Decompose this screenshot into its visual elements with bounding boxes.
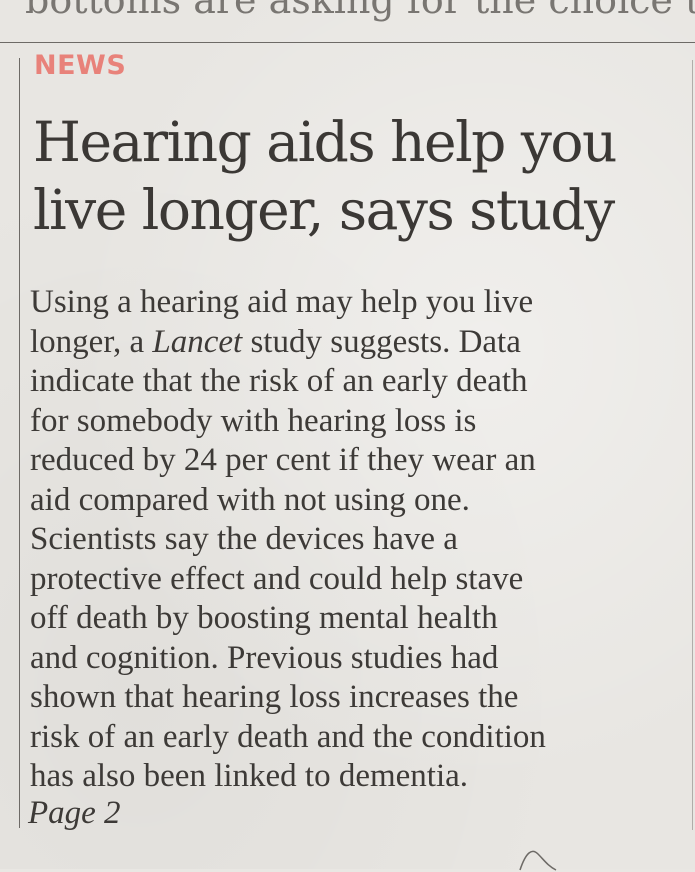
section-label: NEWS: [34, 50, 127, 81]
headline-line: live longer, says study: [33, 178, 615, 242]
body-line: protective effect and could help stave: [30, 560, 524, 597]
body-line: indicate that the risk of an early death: [30, 363, 528, 399]
headline-line: Hearing aids help you: [33, 110, 617, 174]
body-line: has also been linked to dementia.: [30, 758, 469, 794]
body-line: aid compared with not using one.: [30, 481, 470, 518]
top-rule: [0, 42, 695, 43]
body-line: Scientists say the devices have a: [30, 521, 458, 557]
body-line: off death by boosting mental health: [30, 600, 498, 636]
body-line: Using a hearing aid may help you live: [30, 284, 534, 320]
article-body: Using a hearing aid may help you live lo…: [30, 283, 680, 797]
body-line: risk of an early death and the condition: [30, 718, 546, 755]
previous-column-text: bottoms are asking for the choice to: [25, 0, 695, 22]
body-line: longer, a Lancet study suggests. Data: [30, 323, 521, 360]
publication-name: Lancet: [152, 323, 243, 360]
body-line: and cognition. Previous studies had: [30, 639, 499, 676]
column-rule-right: [692, 60, 693, 830]
column-rule-left: [19, 58, 20, 828]
headline: Hearing aids help you live longer, says …: [33, 108, 693, 244]
body-line: shown that hearing loss increases the: [30, 679, 519, 715]
body-line: reduced by 24 per cent if they wear an: [30, 442, 536, 478]
page-reference: Page 2: [28, 795, 121, 831]
paper-tear-mark: [519, 850, 557, 871]
body-line: for somebody with hearing loss is: [30, 402, 477, 439]
